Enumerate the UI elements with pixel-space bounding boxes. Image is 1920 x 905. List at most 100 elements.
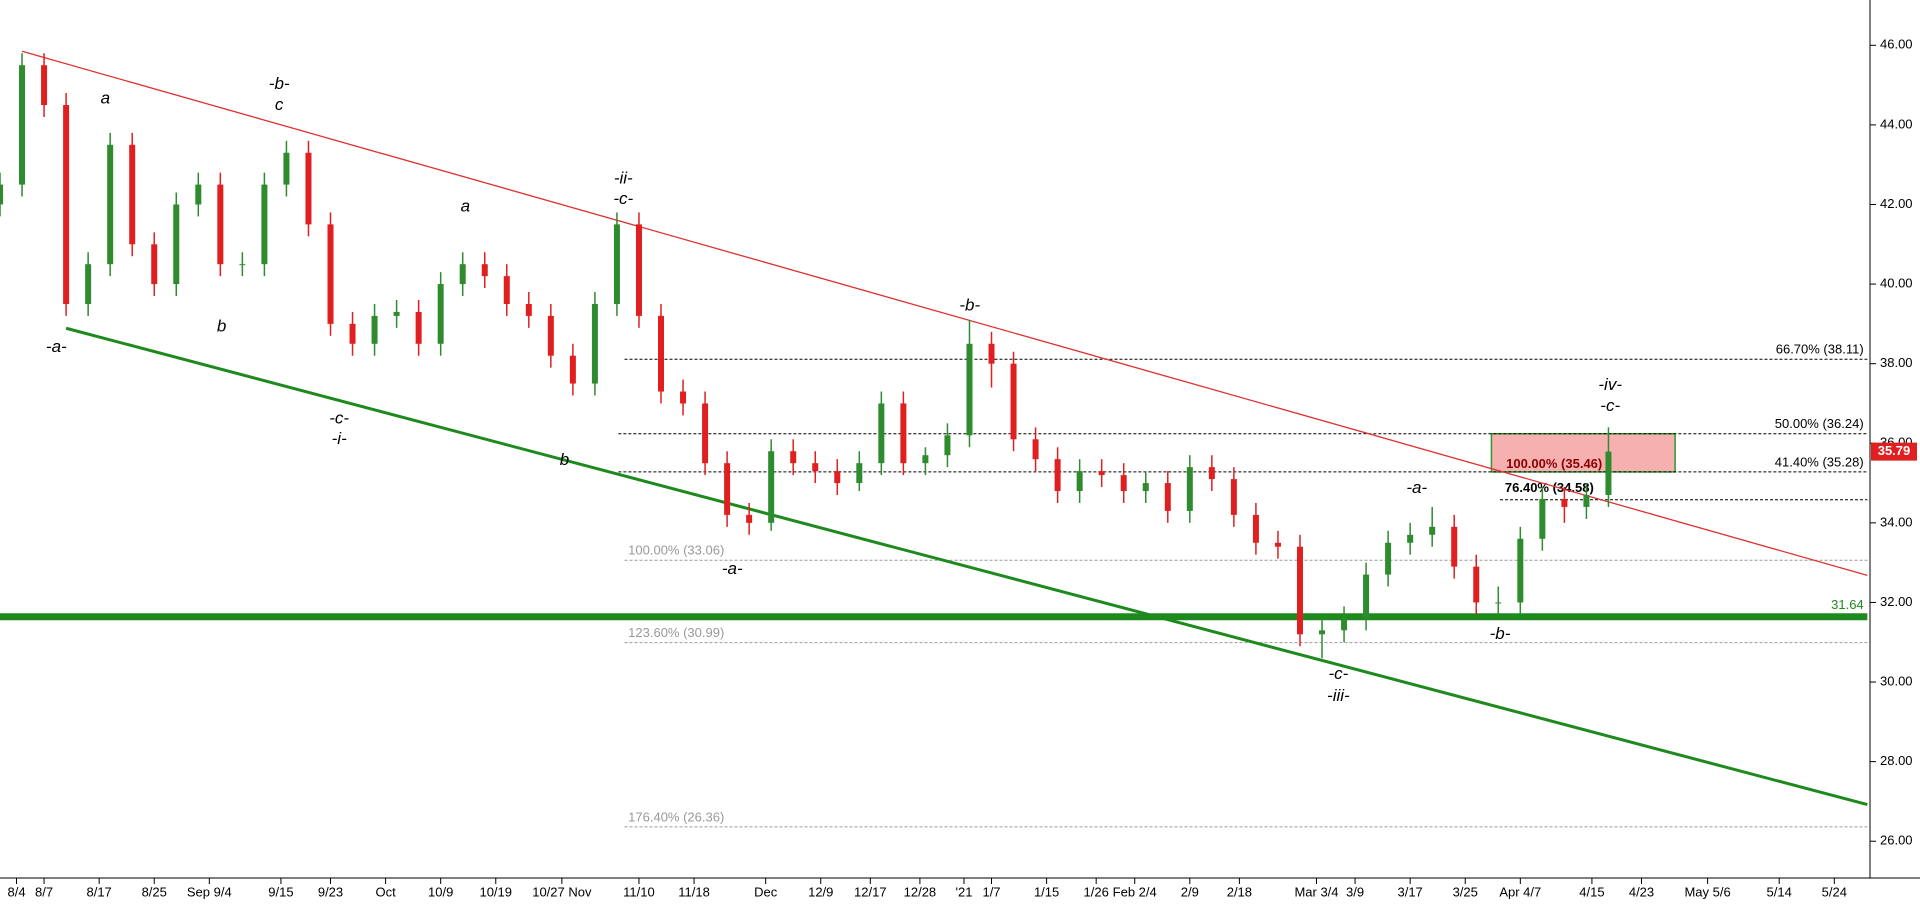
candle-body [1495,602,1502,604]
y-tick-label: 44.00 [1880,116,1913,131]
candle-body [195,184,202,205]
candle-body [635,224,642,316]
x-tick-label: Feb 2/4 [1113,884,1157,899]
candle-body [1296,546,1303,635]
candle-body [481,264,488,277]
candle-body [1561,498,1568,507]
candle-body [1429,526,1436,535]
candle-body [768,451,775,523]
candle-body [173,204,180,285]
wave-label: b [217,316,226,335]
x-tick-label: 9/23 [318,884,343,899]
support-label: 31.64 [1831,597,1864,612]
candle-body [129,144,136,245]
fib-label: 50.00% (36.24) [1775,416,1864,431]
fib-label: 66.70% (38.11) [1776,342,1864,357]
candle-body [107,144,114,265]
candle-body [790,451,797,464]
candle-body [371,315,378,344]
y-tick-label: 34.00 [1880,514,1913,529]
candle-body [1142,483,1149,492]
candle-body [1186,467,1193,511]
wave-label: c [275,95,284,114]
wave-label: b [560,450,569,469]
fib-label: 176.40% (26.36) [628,809,724,824]
fib-label: 41.40% (35.28) [1775,454,1864,469]
wave-label: -b- [1490,624,1511,643]
candle-body [393,311,400,316]
y-tick-label: 30.00 [1880,673,1913,688]
candle-body [1208,467,1215,480]
x-tick-label: May 5/6 [1684,884,1730,899]
candle-body [41,65,48,105]
x-tick-label: Sep 9/4 [187,884,232,899]
trend-line [21,50,1868,577]
candle-body [239,264,246,266]
x-tick-label: 1/15 [1034,884,1059,899]
candle-body [1274,542,1281,547]
candle-body [746,514,753,523]
candle-body [1341,618,1348,631]
x-tick-label: 2/9 [1181,884,1199,899]
fib-label: 123.60% (30.99) [628,625,724,640]
x-tick-label: 9/15 [268,884,293,899]
candle-body [878,403,885,464]
candle-body [1098,471,1105,476]
x-tick-label: 11/10 [623,884,655,899]
candle-body [1010,363,1017,440]
candle-body [19,65,26,185]
wave-label: -iv- [1598,375,1622,394]
candle-body [459,264,466,285]
candle-body [415,311,422,344]
x-tick-label: 8/17 [86,884,111,899]
x-tick-label: 3/25 [1453,884,1478,899]
x-tick-label: 8/7 [35,884,53,899]
x-tick-label: 4/15 [1579,884,1604,899]
trend-line [65,326,1868,807]
candle-body [724,463,731,515]
x-tick-label: 1/26 [1084,884,1109,899]
x-tick-label: 10/9 [428,884,453,899]
candle-body [349,323,356,344]
x-tick-label: 4/23 [1629,884,1654,899]
wave-label: -ii- [614,168,633,187]
candle-body [1451,526,1458,567]
candle-body [547,315,554,356]
candle-body [503,276,510,304]
y-tick-label: 46.00 [1880,37,1913,52]
candle-body [988,343,995,364]
wave-label: -c- [613,189,633,208]
candle-body [305,152,312,225]
wave-label: a [101,89,110,108]
candle-body [613,224,620,304]
x-tick-label: Apr 4/7 [1499,884,1541,899]
candle-body [591,303,598,384]
candle-body [283,152,290,185]
wave-label: -iii- [1327,686,1350,705]
candle-body [1363,574,1370,619]
candle-body [525,303,532,316]
candle-body [1517,538,1524,603]
wave-label: -a- [1406,478,1427,497]
x-tick-label: 12/28 [904,884,937,899]
candle-body [261,184,268,265]
candle-body [151,244,158,285]
y-tick-label: 32.00 [1880,594,1913,609]
candle-body [966,343,973,436]
fib-label: 76.40% (34.58) [1505,480,1594,495]
wave-label: -i- [332,429,347,448]
x-tick-label: 8/4 [7,884,25,899]
wave-label: -c- [1328,664,1348,683]
candle-body [63,105,70,304]
candle-body [217,184,224,265]
wave-label: -c- [1600,396,1620,415]
x-tick-label: Dec [754,884,778,899]
x-tick-label: 10/27 Nov [532,884,592,899]
x-tick-label: 11/18 [678,884,710,899]
candle-body [680,391,687,404]
candle-body [944,435,951,456]
wave-label: -c- [329,408,349,427]
candle-body [1054,459,1061,492]
candle-body [1407,534,1414,543]
